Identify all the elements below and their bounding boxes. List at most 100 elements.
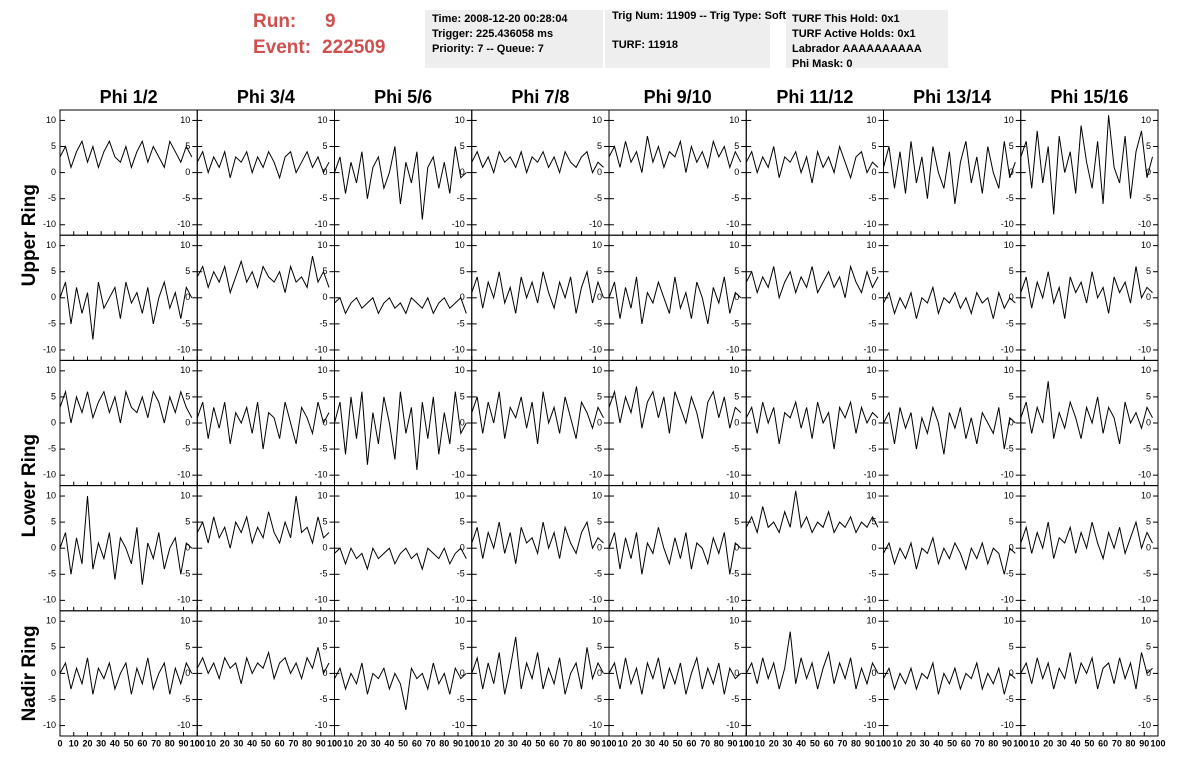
x-tick-label: 20	[357, 738, 367, 748]
waveform	[883, 535, 1016, 575]
y-tick-label: 10	[866, 240, 876, 250]
y-tick-label: -5	[731, 318, 739, 328]
y-tick-label: 0	[322, 668, 327, 678]
panel-frame	[59, 359, 198, 487]
y-tick-label: -10	[1138, 219, 1151, 229]
y-tick-label: 10	[729, 616, 739, 626]
y-tick-label: 0	[460, 167, 465, 177]
x-tick-label: 10	[480, 738, 490, 748]
y-tick-label: 5	[1009, 391, 1014, 401]
x-tick-label: 70	[288, 738, 298, 748]
y-tick-label: 0	[597, 292, 602, 302]
column-title: Phi 9/10	[644, 87, 712, 107]
x-tick-label: 90	[728, 738, 738, 748]
y-tick-label: 5	[871, 642, 876, 652]
y-tick-label: 5	[51, 642, 56, 652]
x-tick-label: 10	[343, 738, 353, 748]
y-tick-label: 0	[1009, 668, 1014, 678]
y-tick-label: -5	[868, 443, 876, 453]
y-tick-label: 0	[871, 417, 876, 427]
x-tick-label: 0	[606, 738, 611, 748]
panel-frame	[745, 109, 884, 236]
y-tick-label: 10	[866, 365, 876, 375]
y-tick-label: -10	[452, 595, 465, 605]
x-tick-label: 50	[124, 738, 134, 748]
panel-frame	[608, 359, 747, 487]
y-tick-label: -10	[43, 470, 56, 480]
y-tick-label: -5	[731, 193, 739, 203]
x-tick-label: 90	[1139, 738, 1149, 748]
y-tick-label: -10	[589, 344, 602, 354]
y-tick-label: 0	[460, 417, 465, 427]
x-tick-label: 60	[1098, 738, 1108, 748]
panel-frame	[334, 359, 473, 487]
waveform	[608, 276, 742, 325]
y-tick-label: 0	[597, 417, 602, 427]
y-tick-label: -5	[319, 318, 327, 328]
x-tick-label: 40	[384, 738, 394, 748]
y-tick-label: -5	[868, 318, 876, 328]
waveform	[334, 296, 467, 315]
event-number: 222509	[322, 37, 385, 58]
y-tick-label: -5	[1143, 569, 1151, 579]
y-tick-label: 10	[180, 490, 190, 500]
y-tick-label: 5	[734, 391, 739, 401]
x-tick-label: 10	[618, 738, 628, 748]
run-number: 9	[325, 11, 336, 32]
y-tick-label: -5	[594, 694, 602, 704]
waveform	[883, 285, 1016, 319]
y-tick-label: -10	[43, 595, 56, 605]
waveform	[334, 662, 467, 711]
y-tick-label: -5	[594, 443, 602, 453]
y-tick-label: 0	[185, 668, 190, 678]
x-tick-label: 80	[714, 738, 724, 748]
panel-frame	[471, 359, 610, 487]
y-tick-label: 5	[597, 266, 602, 276]
x-tick-label: 70	[1112, 738, 1122, 748]
y-tick-label: 0	[322, 292, 327, 302]
y-tick-label: -10	[863, 470, 876, 480]
info-line: Trigger: 225.436058 ms	[432, 28, 553, 40]
waveform	[196, 495, 330, 549]
y-tick-label: 5	[51, 141, 56, 151]
y-tick-label: -10	[589, 470, 602, 480]
row-label: Upper Ring	[19, 184, 40, 286]
x-tick-label: 70	[700, 738, 710, 748]
y-tick-label: 5	[51, 391, 56, 401]
y-tick-label: -10	[863, 219, 876, 229]
y-tick-label: -10	[589, 219, 602, 229]
y-tick-label: 10	[866, 490, 876, 500]
x-tick-label: 40	[796, 738, 806, 748]
x-tick-label: 100	[739, 738, 754, 748]
y-tick-label: 10	[592, 240, 602, 250]
y-tick-label: 5	[185, 141, 190, 151]
info-line: Time: 2008-12-20 00:28:04	[432, 13, 568, 25]
info-box	[605, 10, 770, 68]
x-tick-label: 20	[769, 738, 779, 748]
y-tick-label: 5	[185, 391, 190, 401]
y-tick-label: 10	[592, 616, 602, 626]
y-tick-label: 0	[1009, 417, 1014, 427]
y-tick-label: 5	[185, 516, 190, 526]
y-tick-label: 10	[455, 616, 465, 626]
x-tick-label: 60	[824, 738, 834, 748]
waveform	[334, 391, 467, 471]
y-tick-label: -5	[1143, 318, 1151, 328]
x-tick-label: 20	[1043, 738, 1053, 748]
x-tick-label: 40	[933, 738, 943, 748]
y-tick-label: 0	[460, 668, 465, 678]
y-tick-label: -10	[1138, 720, 1151, 730]
x-tick-label: 70	[151, 738, 161, 748]
column-title: Phi 13/14	[913, 87, 991, 107]
y-tick-label: 10	[1141, 490, 1151, 500]
waveform	[608, 135, 742, 173]
y-tick-label: 10	[592, 115, 602, 125]
x-tick-label: 30	[508, 738, 518, 748]
waveform	[883, 661, 1016, 695]
x-tick-label: 50	[810, 738, 820, 748]
row-label: Lower Ring	[19, 434, 40, 537]
waveform	[59, 280, 193, 340]
y-tick-label: -5	[1006, 193, 1014, 203]
panel-frame	[745, 234, 884, 361]
waveform	[59, 139, 193, 170]
